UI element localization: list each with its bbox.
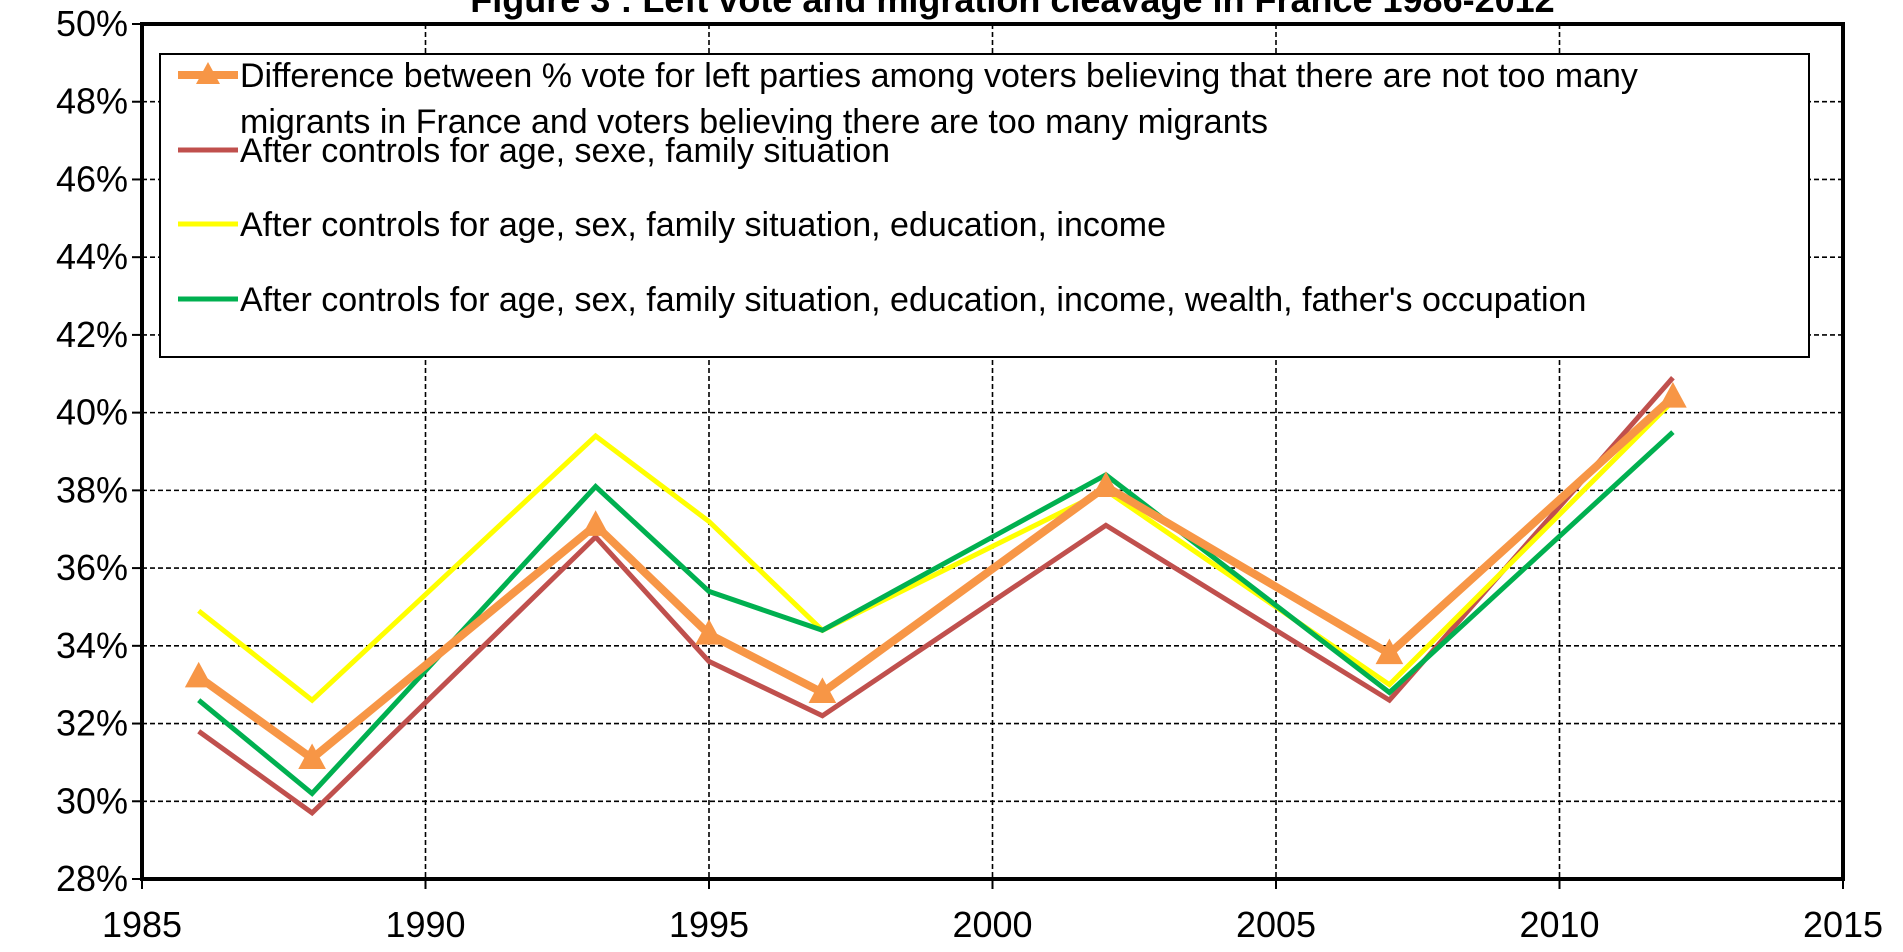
series-line-4	[197, 430, 1675, 797]
y-tick-label: 36%	[56, 547, 128, 588]
x-tick-label: 2005	[1236, 904, 1316, 945]
y-tick-label: 46%	[56, 158, 128, 199]
series-line-2	[197, 376, 1675, 817]
y-tick-label: 32%	[56, 703, 128, 744]
y-tick-label: 50%	[56, 3, 128, 44]
y-tick-label: 28%	[56, 858, 128, 899]
data-point-marker	[1375, 638, 1404, 665]
data-point-marker	[1092, 471, 1120, 497]
y-tick-label: 42%	[56, 314, 128, 355]
data-point-marker	[808, 677, 837, 703]
y-tick-label: 38%	[56, 469, 128, 510]
x-tick-label: 2000	[952, 904, 1032, 945]
x-tick-label: 1985	[102, 904, 182, 945]
legend-marker	[196, 62, 220, 84]
legend: Difference between % vote for left parti…	[159, 53, 1810, 358]
legend-label: migrants in France and voters believing …	[240, 103, 1268, 141]
series-line-3	[197, 399, 1675, 704]
x-tick-label: 2010	[1519, 904, 1599, 945]
data-point-marker	[184, 661, 213, 688]
chart-title: Figure 3 : Left vote and migration cleav…	[470, 0, 1554, 20]
y-tick-label: 30%	[56, 780, 128, 821]
x-tick-label: 2015	[1803, 904, 1883, 945]
axes: 28% 30% 32% 34% 36% 38% 40% 42% 44% 46% 48% 50% 1985…	[56, 3, 1883, 945]
data-point-marker	[695, 619, 723, 645]
y-tick-label: 44%	[56, 236, 128, 277]
y-tick-label: 34%	[56, 625, 128, 666]
data-point-marker	[1659, 382, 1687, 408]
legend-label: After controls for age, sex, family situ…	[240, 281, 1586, 319]
data-point-marker	[581, 510, 610, 536]
legend-label: After controls for age, sex, family situ…	[240, 206, 1166, 244]
y-tick-label: 48%	[56, 81, 128, 122]
plot-frame	[140, 22, 1845, 881]
legend-box	[159, 53, 1810, 358]
series-lines	[184, 376, 1687, 817]
series-line-1	[196, 394, 1676, 764]
x-tick-label: 1995	[669, 904, 749, 945]
legend-label: After controls for age, sexe, family sit…	[240, 132, 890, 170]
y-tick-label: 40%	[56, 392, 128, 433]
data-point-marker	[298, 743, 326, 770]
legend-label: Difference between % vote for left parti…	[240, 57, 1638, 95]
x-tick-label: 1990	[385, 904, 465, 945]
